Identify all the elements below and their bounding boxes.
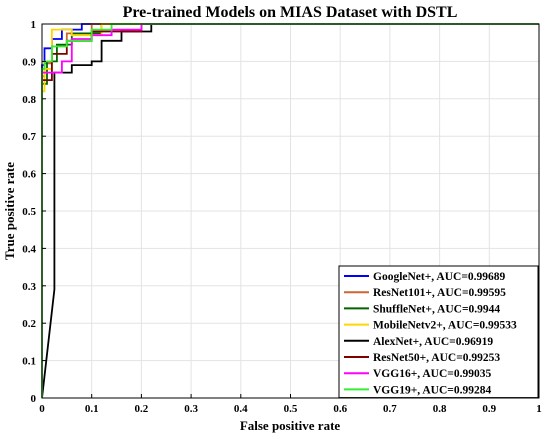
y-axis-label: True positive rate: [2, 162, 17, 260]
y-tick-label: 0.7: [22, 131, 36, 143]
x-tick-label: 0.5: [284, 403, 298, 415]
legend-entry-label: ShuffleNet+, AUC=0.9944: [373, 303, 500, 315]
x-tick-label: 0.7: [383, 403, 397, 415]
x-tick-label: 1: [536, 403, 542, 415]
legend-entry-label: VGG16+, AUC=0.99035: [373, 368, 491, 380]
y-tick-label: 0.3: [22, 281, 36, 293]
chart-title: Pre-trained Models on MIAS Dataset with …: [123, 4, 458, 21]
y-tick-label: 0.6: [22, 169, 36, 181]
x-axis-label: False positive rate: [240, 418, 341, 433]
x-tick-label: 0.4: [234, 403, 248, 415]
y-tick-label: 0.5: [22, 206, 36, 218]
x-tick-label: 0: [39, 403, 45, 415]
y-tick-label: 0.1: [22, 356, 36, 368]
series-layer: [41, 23, 539, 399]
x-tick-label: 0.2: [135, 403, 149, 415]
y-tick-label: 0.9: [22, 56, 36, 68]
x-tick-label: 0.3: [184, 403, 198, 415]
y-tick-label: 0.8: [22, 94, 36, 106]
y-tick-label: 1: [31, 19, 37, 31]
y-tick-label: 0: [31, 393, 37, 405]
series-line: [41, 23, 539, 398]
legend-entry-label: GoogleNet+, AUC=0.99689: [373, 271, 505, 283]
legend-entry-label: ResNet101+, AUC=0.99595: [373, 287, 506, 299]
legend-entry-label: ResNet50+, AUC=0.99253: [373, 352, 500, 364]
legend-box: [338, 265, 539, 399]
x-tick-label: 0.8: [433, 403, 447, 415]
legend-entry-label: VGG19+, AUC=0.99284: [373, 384, 491, 396]
axis-ticks: 0 0.1 0.2 0.3 0.4 0.5 0.6 0.7 0.8 0.9 1 0 0.1 0.2 0.3 0…: [22, 19, 542, 415]
x-tick-label: 0.9: [482, 403, 496, 415]
y-tick-label: 0.4: [22, 243, 36, 255]
legend-entry-label: AlexNet+, AUC=0.96919: [373, 336, 493, 348]
x-tick-label: 0.1: [85, 403, 99, 415]
x-tick-label: 0.6: [333, 403, 347, 415]
legend: GoogleNet+, AUC=0.99689 ResNet101+, AUC=0…: [338, 265, 539, 399]
y-tick-label: 0.2: [22, 318, 36, 330]
legend-entry-label: MobileNetv2+, AUC=0.99533: [373, 320, 517, 332]
